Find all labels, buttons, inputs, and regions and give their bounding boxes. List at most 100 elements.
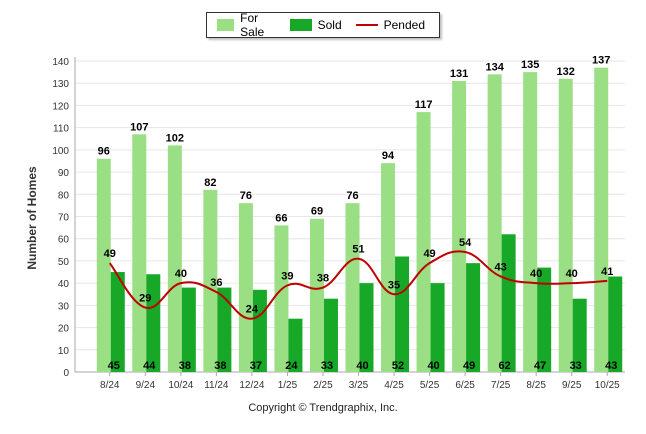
data-label-pended-10/24: 40: [175, 268, 187, 280]
data-label-for-sale-1/25: 66: [275, 212, 287, 224]
data-label-pended-8/25: 40: [530, 268, 542, 280]
x-tick-label-8/24: 8/24: [100, 380, 120, 391]
data-label-for-sale-10/25: 137: [592, 55, 610, 67]
y-tick-label-40: 40: [58, 279, 70, 290]
data-label-sold-10/24: 38: [179, 360, 191, 372]
data-label-for-sale-10/24: 102: [166, 132, 184, 144]
bar-for-sale-10/25: [594, 67, 609, 373]
data-label-for-sale-2/25: 69: [311, 206, 323, 218]
y-tick-label-100: 100: [52, 146, 69, 157]
data-label-for-sale-4/25: 94: [382, 150, 395, 162]
bar-for-sale-2/25: [309, 218, 324, 372]
y-tick-label-110: 110: [53, 124, 69, 135]
data-label-sold-8/25: 47: [534, 360, 546, 372]
legend-swatch-for-sale: [217, 19, 235, 31]
line-pended: [108, 250, 608, 320]
data-label-pended-5/25: 49: [423, 248, 435, 260]
data-label-sold-7/25: 62: [499, 360, 511, 372]
data-label-sold-11/24: 38: [214, 360, 226, 372]
x-tick-label-9/24: 9/24: [136, 380, 156, 391]
y-axis-label: Number of Homes: [25, 166, 39, 270]
x-tick-label-11/24: 11/24: [204, 380, 229, 391]
bar-sold-11/24: [217, 287, 232, 372]
bar-for-sale-1/25: [274, 225, 289, 372]
legend-label-pended: Pended: [383, 18, 425, 32]
y-tick-label-0: 0: [63, 368, 69, 379]
x-tick-label-5/25: 5/25: [420, 380, 440, 391]
y-tick-label-130: 130: [52, 79, 69, 90]
bar-sold-10/25: [608, 276, 623, 372]
bar-sold-9/25: [572, 298, 587, 372]
bar-for-sale-3/25: [345, 203, 360, 372]
data-label-for-sale-5/25: 117: [415, 99, 433, 111]
bar-for-sale-5/25: [416, 112, 431, 372]
x-tick-label-1/25: 1/25: [278, 380, 298, 391]
data-label-sold-9/25: 33: [570, 360, 582, 372]
data-label-for-sale-11/24: 82: [204, 177, 216, 189]
data-label-sold-2/25: 33: [321, 360, 333, 372]
x-tick-label-8/25: 8/25: [526, 380, 546, 391]
data-label-sold-6/25: 49: [463, 360, 475, 372]
bar-for-sale-10/24: [167, 145, 182, 372]
data-label-pended-7/25: 43: [495, 261, 507, 273]
x-tick-label-9/25: 9/25: [562, 380, 582, 391]
bar-for-sale-8/24: [96, 158, 111, 372]
x-tick-label-10/25: 10/25: [595, 380, 620, 391]
legend-swatch-sold: [289, 19, 312, 31]
data-label-pended-8/24: 49: [104, 248, 116, 260]
data-label-for-sale-3/25: 76: [346, 190, 358, 202]
data-label-for-sale-9/25: 132: [557, 66, 575, 78]
data-label-for-sale-7/25: 134: [485, 61, 504, 73]
legend-item-for-sale[interactable]: For Sale: [217, 11, 276, 39]
bar-sold-8/24: [110, 272, 125, 372]
y-tick-label-90: 90: [58, 168, 70, 179]
data-label-for-sale-9/24: 107: [130, 121, 148, 133]
data-label-sold-1/25: 24: [285, 360, 298, 372]
bar-for-sale-4/25: [381, 163, 396, 372]
data-label-for-sale-8/24: 96: [98, 146, 110, 158]
legend-label-sold: Sold: [317, 18, 342, 32]
data-label-for-sale-8/25: 135: [521, 59, 539, 71]
data-label-sold-5/25: 40: [427, 360, 439, 372]
y-tick-label-20: 20: [58, 324, 70, 335]
y-tick-label-120: 120: [52, 101, 69, 112]
bar-sold-1/25: [288, 318, 303, 372]
y-tick-label-60: 60: [58, 235, 70, 246]
bar-for-sale-9/25: [558, 78, 573, 373]
data-label-sold-10/25: 43: [605, 360, 617, 372]
x-tick-label-4/25: 4/25: [384, 380, 404, 391]
data-label-sold-9/24: 44: [143, 360, 156, 372]
bar-sold-3/25: [359, 283, 374, 372]
y-tick-label-10: 10: [58, 346, 70, 357]
bar-for-sale-8/25: [523, 72, 538, 372]
data-label-for-sale-12/24: 76: [240, 190, 252, 202]
legend-item-sold[interactable]: Sold: [289, 18, 342, 32]
data-label-pended-4/25: 35: [388, 279, 400, 291]
y-tick-label-140: 140: [52, 57, 69, 68]
bar-for-sale-12/24: [238, 203, 253, 372]
legend: For Sale Sold Pended: [206, 11, 440, 39]
bar-sold-2/25: [323, 298, 338, 372]
data-label-pended-6/25: 54: [459, 237, 472, 249]
bar-for-sale-7/25: [487, 74, 502, 372]
x-tick-label-2/25: 2/25: [313, 380, 333, 391]
bar-for-sale-11/24: [203, 189, 218, 372]
x-tick-label-12/24: 12/24: [239, 380, 264, 391]
bar-sold-7/25: [501, 234, 516, 372]
legend-swatch-pended: [355, 24, 378, 26]
bar-sold-5/25: [430, 283, 445, 372]
copyright-text: Copyright © Trendgraphix, Inc.: [248, 402, 398, 414]
data-label-pended-1/25: 39: [281, 270, 293, 282]
y-tick-label-70: 70: [58, 213, 70, 224]
legend-item-pended[interactable]: Pended: [355, 18, 425, 32]
x-tick-label-7/25: 7/25: [491, 380, 511, 391]
x-tick-label-6/25: 6/25: [455, 380, 475, 391]
data-label-pended-2/25: 38: [317, 273, 329, 285]
bar-for-sale-9/24: [132, 134, 147, 372]
bar-sold-8/25: [537, 267, 552, 372]
data-label-pended-12/24: 24: [246, 304, 259, 316]
bar-sold-10/24: [181, 287, 196, 372]
bar-sold-9/24: [146, 274, 161, 372]
data-label-pended-9/24: 29: [139, 293, 151, 305]
